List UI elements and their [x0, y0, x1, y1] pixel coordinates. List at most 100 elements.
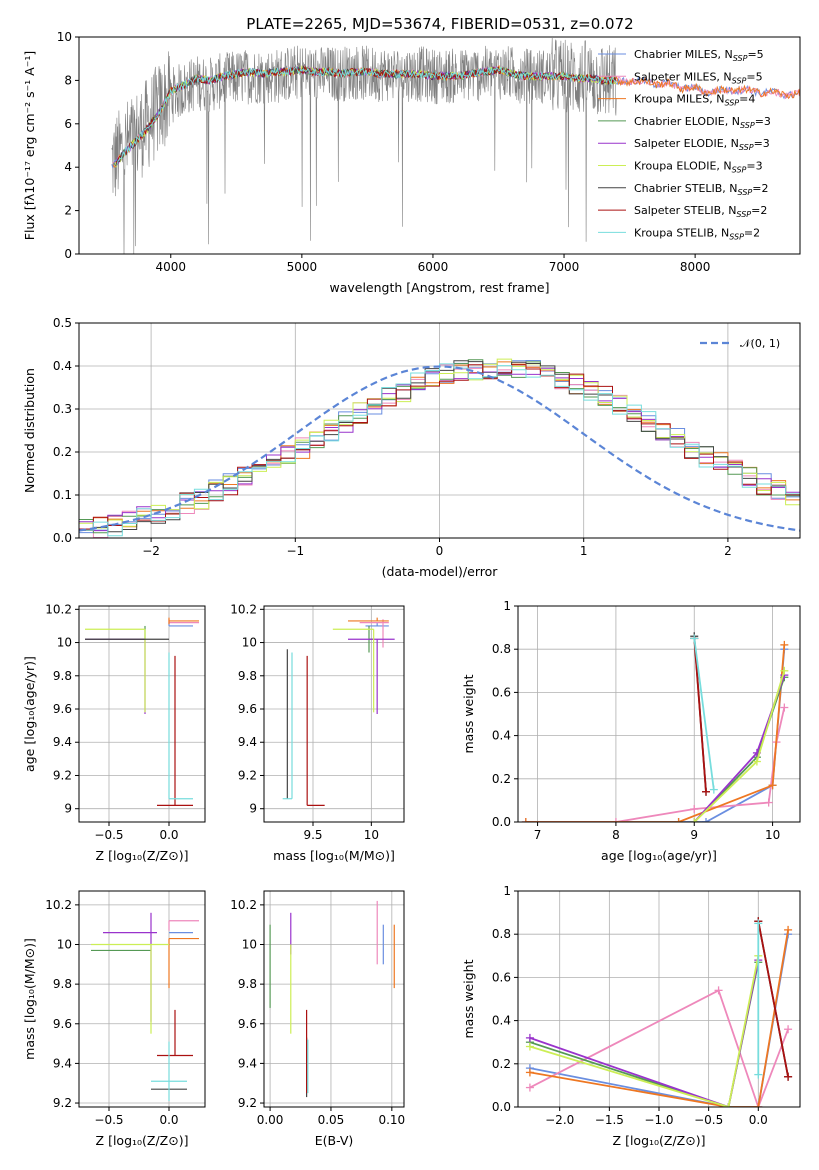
x-tick-label: 0.05 [318, 1113, 345, 1127]
x-tick-label: 5000 [287, 260, 318, 274]
y-tick-label: 0.4 [492, 729, 511, 743]
y-axis-label: age [log₁₀(age/yr)] [22, 656, 37, 772]
y-tick-label: 6 [64, 117, 72, 131]
y-tick-label: 10 [57, 636, 72, 650]
axes-frame [78, 605, 206, 823]
legend-subscript: SSP [738, 188, 753, 197]
data-point [85, 638, 146, 714]
y-tick-label: 9 [64, 802, 72, 816]
legend-entry: Kroupa ELODIE, NSSP=3 [634, 160, 763, 175]
y-tick-label: 9.6 [238, 702, 257, 716]
legend-entry: Chabrier ELODIE, NSSP=3 [634, 115, 771, 130]
x-tick-label: 0.00 [257, 1113, 284, 1127]
y-axis-label: Normed distribution [22, 368, 37, 493]
plot-area [91, 912, 199, 1102]
legend-text: Kroupa ELODIE, N [634, 160, 732, 173]
series-marker [525, 1033, 534, 1042]
data-point [151, 1041, 187, 1102]
data-point [282, 652, 293, 800]
series-marker [780, 666, 789, 675]
legend-subscript: SSP [729, 232, 744, 241]
legend-entry: Salpeter STELIB, NSSP=2 [634, 204, 767, 219]
series-line [529, 959, 760, 1107]
series-marker [525, 1042, 534, 1051]
data-point [306, 655, 325, 806]
observed-spectrum [111, 37, 617, 254]
x-tick-label: 10 [765, 828, 780, 842]
y-tick-label: 0.5 [53, 316, 72, 330]
legend-text: Chabrier MILES, N [634, 48, 733, 61]
data-point [348, 617, 389, 622]
legend-entry: 𝒩(0, 1) [740, 337, 780, 350]
panel-mass-vs-EBV: 0.00 0.05 0.10 9.2 9.4 9.6 9.8 10 10.2 E(B-V) [230, 890, 405, 1148]
legend-text: Kroupa STELIB, N [634, 226, 729, 239]
x-axis-label: E(B-V) [315, 1133, 354, 1148]
legend-text: Chabrier ELODIE, N [634, 115, 740, 128]
y-tick-label: 10 [242, 938, 257, 952]
legend-entry: Salpeter MILES, NSSP=5 [634, 70, 763, 85]
x-tick-label: 0.0 [159, 828, 178, 842]
panel-age-vs-mass: 9.5 10 9 9.2 9.4 9.6 9.8 10 10.2 mass [log₁₀(M/M⊙… [230, 602, 405, 863]
y-tick-label: 10 [242, 636, 257, 650]
data-point [103, 912, 157, 1022]
y-tick-label: 9.4 [238, 735, 257, 749]
y-tick-label: 8 [64, 73, 72, 87]
legend-entry: Chabrier MILES, NSSP=5 [634, 48, 764, 63]
x-tick-label: 7 [534, 828, 542, 842]
series-marker [521, 818, 530, 822]
data-point [85, 628, 146, 713]
y-tick-label: 0.0 [492, 1100, 511, 1114]
series-line [525, 707, 786, 822]
data-point [168, 617, 199, 625]
y-tick-label: 9.6 [238, 1017, 257, 1031]
x-tick-label: 8000 [680, 260, 711, 274]
data-point [157, 1009, 193, 1057]
x-tick-label: −2 [142, 544, 160, 558]
y-axis-label: mass [log₁₀(M/M⊙)] [22, 938, 37, 1060]
legend-subscript: SSP [736, 210, 751, 219]
y-tick-label: 0.6 [492, 685, 511, 699]
legend-subscript: SSP [739, 143, 754, 152]
x-axis-label: Z [log₁₀(Z/Z⊙)] [96, 1133, 189, 1148]
axes-frame [517, 605, 801, 823]
data-point [91, 943, 169, 1034]
legend-entry: Kroupa STELIB, NSSP=2 [634, 226, 760, 241]
y-tick-label: 9.8 [238, 669, 257, 683]
series-marker [784, 1025, 793, 1034]
series-marker [674, 818, 683, 822]
series-marker [611, 818, 620, 822]
y-tick-label: 9.2 [238, 1096, 257, 1110]
series-marker [754, 919, 763, 928]
panel-massweight-vs-Z: −2.0 −1.5 −1.0 −0.5 0.0 0.0 0.2 0.4 0.6 0.8 1 Z [lo… [461, 884, 801, 1148]
plot-area [282, 617, 395, 806]
data-point [332, 628, 375, 713]
histogram-chabrier-stelib [79, 360, 800, 535]
legend-subscript: SSP [733, 54, 748, 63]
y-tick-label: 0.6 [492, 970, 511, 984]
plot-area [521, 632, 789, 822]
series-marker [690, 634, 699, 643]
y-tick-label: 9.2 [238, 768, 257, 782]
x-tick-label: 9 [690, 828, 698, 842]
series-line [693, 638, 715, 790]
legend-subscript: SSP [732, 166, 747, 175]
x-tick-label: 0.0 [159, 1113, 178, 1127]
panel-residuals: −2 −1 0 1 2 0.0 0.1 0.2 0.3 0.4 0.5 (data-model)/er… [22, 316, 801, 579]
y-tick-label: 9 [249, 802, 257, 816]
series-line [525, 644, 786, 822]
y-tick-label: 10.2 [45, 898, 72, 912]
y-tick-label: 9.2 [53, 768, 72, 782]
y-tick-label: 0.2 [492, 772, 511, 786]
series-marker [525, 1083, 534, 1092]
series-marker [784, 925, 793, 934]
legend-value: =5 [747, 48, 763, 61]
data-point [168, 652, 193, 800]
series-marker [768, 781, 777, 790]
y-tick-label: 9.6 [53, 1017, 72, 1031]
y-tick-label: 0.8 [492, 927, 511, 941]
legend-value: =2 [744, 226, 760, 239]
y-tick-label: 9.4 [53, 1056, 72, 1070]
data-point [348, 638, 395, 714]
